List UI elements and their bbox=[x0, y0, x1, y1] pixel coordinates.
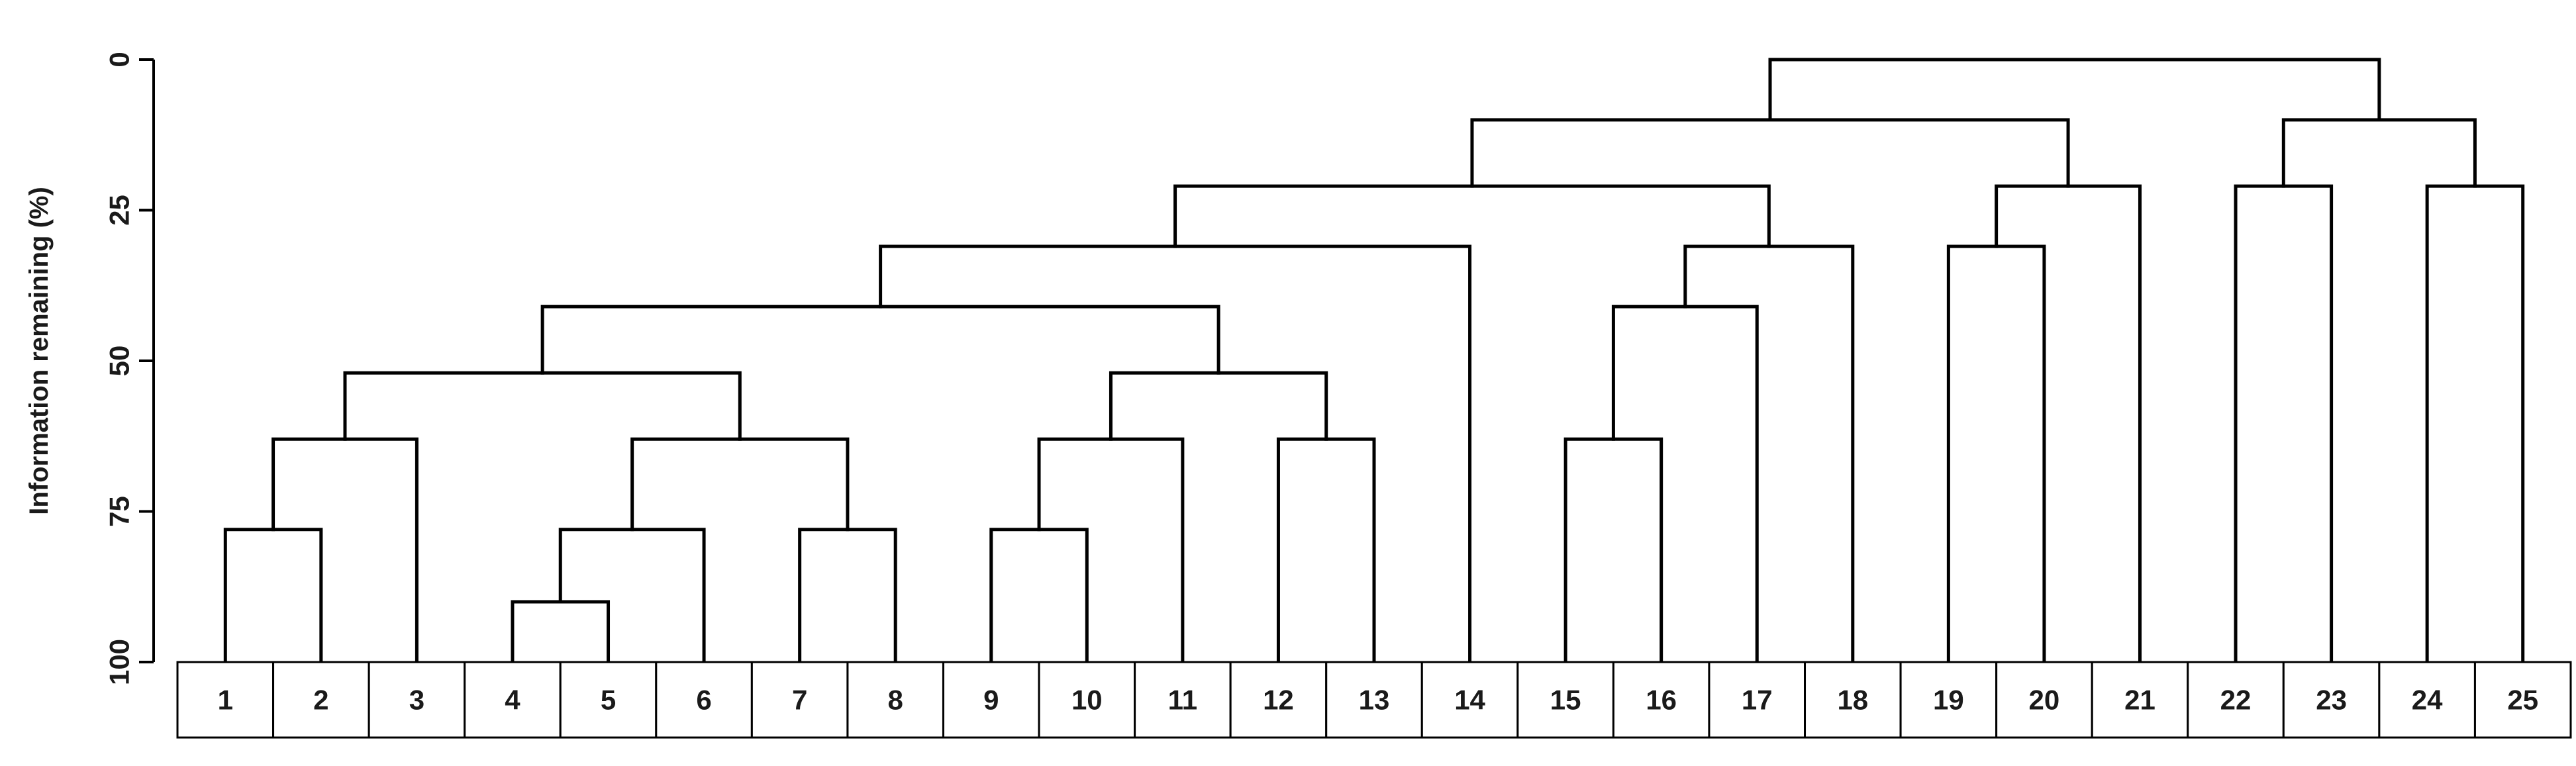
dendrogram-branch bbox=[1109, 371, 1328, 441]
leaf-label: 2 bbox=[313, 685, 328, 716]
leaf-box bbox=[1708, 661, 1807, 739]
leaf-label: 17 bbox=[1742, 685, 1773, 716]
leaf-box bbox=[1038, 661, 1136, 739]
leaf-label-row: 1 2 3 4 5 6 7 8 9 10 11 12 13 14 15 16 17 18 19 20 21 22 23 24 2… bbox=[176, 661, 2572, 739]
leaf-label: 24 bbox=[2412, 685, 2443, 716]
leaf-label: 19 bbox=[1933, 685, 1964, 716]
y-tick-label: 25 bbox=[104, 195, 135, 226]
dendrogram-branch bbox=[1995, 184, 2142, 664]
leaf-label: 18 bbox=[1837, 685, 1868, 716]
leaf-box bbox=[846, 661, 944, 739]
leaf-label: 22 bbox=[2220, 685, 2252, 716]
leaf-box bbox=[559, 661, 658, 739]
leaf-label: 12 bbox=[1263, 685, 1294, 716]
dendrogram-branch bbox=[1683, 244, 1855, 664]
dendrogram-branch bbox=[558, 528, 706, 664]
leaf-box bbox=[1325, 661, 1423, 739]
leaf-box bbox=[1804, 661, 1902, 739]
leaf-box bbox=[176, 661, 275, 739]
y-tick-label: 50 bbox=[104, 346, 135, 377]
y-axis: 0 25 50 75 100 bbox=[104, 52, 155, 685]
leaf-label: 7 bbox=[792, 685, 807, 716]
y-tick-label: 75 bbox=[104, 496, 135, 527]
dendrogram-branch bbox=[1276, 437, 1376, 664]
y-tick-label: 100 bbox=[104, 639, 135, 685]
leaf-label: 6 bbox=[696, 685, 711, 716]
leaf-label: 15 bbox=[1550, 685, 1581, 716]
dendrogram-branch bbox=[2425, 184, 2525, 664]
dendrogram-branch bbox=[272, 437, 419, 664]
leaf-label: 5 bbox=[601, 685, 616, 716]
leaf-label: 9 bbox=[983, 685, 999, 716]
y-axis-label: Information remaining (%) bbox=[25, 187, 54, 515]
dendrogram-branch bbox=[1768, 58, 2381, 122]
leaf-label: 4 bbox=[505, 685, 520, 716]
leaf-label: 11 bbox=[1168, 685, 1197, 716]
dendrogram-branch bbox=[1611, 305, 1759, 664]
leaf-label: 8 bbox=[888, 685, 903, 716]
dendrogram-branch bbox=[343, 371, 742, 441]
leaf-label: 20 bbox=[2029, 685, 2060, 716]
dendrogram-branch bbox=[1037, 437, 1185, 664]
leaf-box bbox=[2473, 661, 2572, 739]
leaf-box bbox=[750, 661, 849, 739]
leaf-box bbox=[2091, 661, 2189, 739]
leaf-box bbox=[2282, 661, 2381, 739]
leaf-box bbox=[464, 661, 562, 739]
leaf-label: 23 bbox=[2316, 685, 2347, 716]
leaf-box bbox=[655, 661, 753, 739]
leaf-label: 25 bbox=[2507, 685, 2538, 716]
leaf-box bbox=[1134, 661, 1232, 739]
dendrogram-branch bbox=[630, 437, 850, 532]
dendrogram-branch bbox=[223, 528, 323, 664]
dendrogram-branch bbox=[1173, 184, 1771, 248]
leaf-label: 3 bbox=[409, 685, 424, 716]
dendrogram-branch bbox=[1470, 118, 2070, 188]
dendrogram-branch bbox=[1946, 244, 2046, 664]
leaf-box bbox=[942, 661, 1040, 739]
leaf-box bbox=[1229, 661, 1328, 739]
dendrogram-branch bbox=[2281, 118, 2477, 188]
leaf-label: 21 bbox=[2124, 685, 2155, 716]
dendrogram-branch bbox=[989, 528, 1089, 664]
leaf-label: 16 bbox=[1646, 685, 1677, 716]
dendrogram-branches bbox=[223, 58, 2525, 664]
leaf-label: 13 bbox=[1359, 685, 1390, 716]
leaf-label: 10 bbox=[1071, 685, 1103, 716]
dendrogram-branch bbox=[1563, 437, 1663, 664]
leaf-label: 1 bbox=[218, 685, 233, 716]
y-tick-label: 0 bbox=[104, 52, 135, 67]
leaf-box bbox=[1420, 661, 1519, 739]
dendrogram-branch bbox=[511, 600, 611, 664]
dendrogram-branch bbox=[798, 528, 897, 664]
dendrogram-branch bbox=[879, 244, 1472, 664]
dendrogram-branch bbox=[2234, 184, 2334, 664]
leaf-box bbox=[2378, 661, 2476, 739]
leaf-label: 14 bbox=[1454, 685, 1485, 716]
dendrogram-branch bbox=[540, 305, 1220, 375]
